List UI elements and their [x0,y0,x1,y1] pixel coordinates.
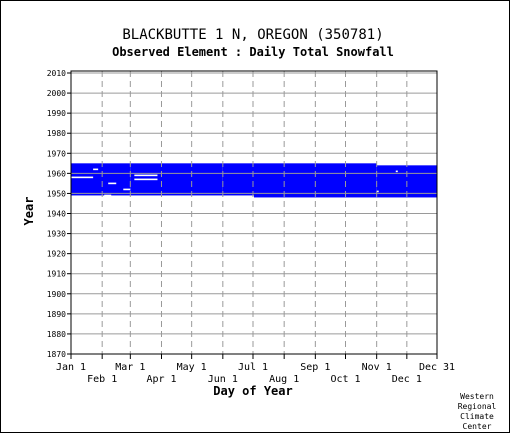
chart-subtitle: Observed Element : Daily Total Snowfall [112,45,394,59]
y-axis-title: Year [22,197,36,226]
x-tick-label: Jul 1 [238,362,268,373]
missing-data-gap [93,168,99,171]
y-tick-label: 1940 [47,210,66,219]
missing-data-gap [108,182,117,185]
missing-data-gap [71,176,94,179]
x-tick-label: Jun 1 [208,374,238,385]
data-bar [71,163,131,196]
y-tick-label: 1990 [47,109,66,118]
y-tick-label: 1980 [47,129,66,138]
y-tick-label: 1920 [47,250,66,259]
chart-title: BLACKBUTTE 1 N, OREGON (350781) [122,27,383,43]
y-tick-label: 1890 [47,310,66,319]
y-tick-label: 1950 [47,189,66,198]
y-tick-label: 1870 [47,350,66,359]
credit-line-4: Center [463,422,492,431]
x-tick-label: May 1 [177,362,207,373]
x-tick-label: Nov 1 [362,362,392,373]
y-tick-label: 2000 [47,89,66,98]
plot-background [71,71,437,354]
plot-border [70,70,438,355]
x-tick-label: Feb 1 [87,374,117,385]
missing-data-gap [134,174,158,177]
data-bar [222,163,254,196]
missing-data-gap [123,188,131,191]
y-tick-label: 1930 [47,230,66,239]
x-tick-label: Sep 1 [300,362,330,373]
plot-area: 1870 1880 1890 1900 1910 1920 1930 1940 1950 1960… [47,69,455,385]
y-tick-label: 1970 [47,149,66,158]
credit-line-3: Climate [460,412,494,421]
missing-data-gap [104,194,112,197]
x-tick-label: Mar 1 [115,362,145,373]
x-tick-label: Aug 1 [269,374,299,385]
credit-line-1: Western [460,392,494,401]
y-tick-label: 2010 [47,69,66,78]
x-tick-label: Apr 1 [146,374,176,385]
y-tick-label: 1960 [47,169,66,178]
y-tick-label: 1900 [47,290,66,299]
y-tick-label: 1910 [47,270,66,279]
x-tick-label: Dec 31 [419,362,455,373]
missing-data-gap [134,178,158,181]
missing-data-gap [376,190,379,193]
credit-line-2: Regional [458,402,497,411]
x-tick-label: Dec 1 [392,374,422,385]
x-tick-label: Jan 1 [56,362,86,373]
missing-data-gap [395,170,398,173]
x-tick-label: Oct 1 [330,374,360,385]
x-axis-title: Day of Year [213,384,292,398]
y-tick-label: 1880 [47,330,66,339]
